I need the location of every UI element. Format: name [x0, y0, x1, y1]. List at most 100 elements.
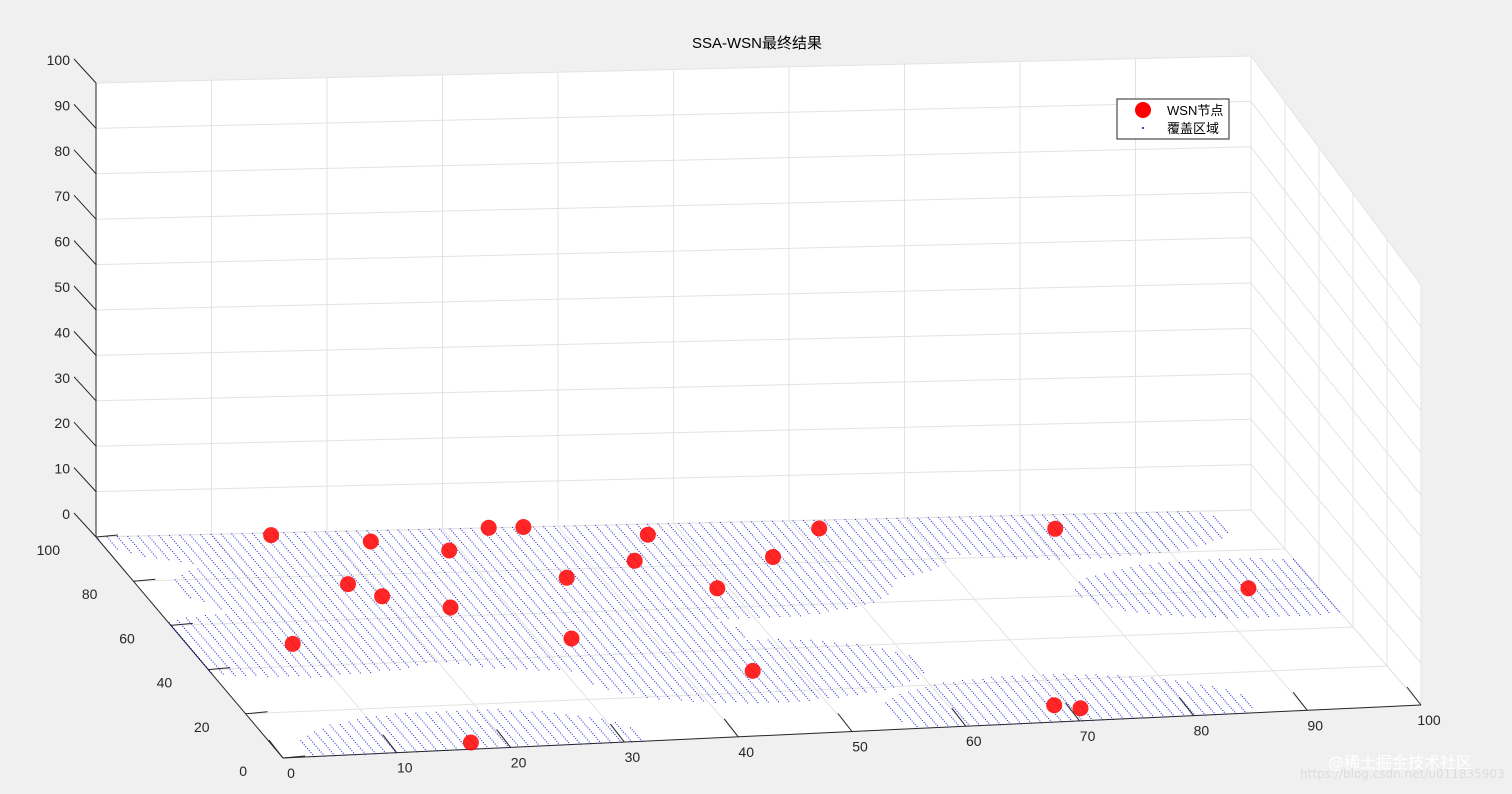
grid-line-side-z	[1250, 282, 1422, 496]
z-tick-label: 10	[54, 461, 70, 477]
y-tick-label: 0	[239, 763, 247, 779]
grid-line-side-z	[1250, 509, 1422, 706]
grid-line-floor-x	[326, 531, 511, 748]
x-tick-mark	[268, 739, 284, 759]
grid-line-floor-y	[133, 548, 1286, 582]
watermark-url: https://blog.csdn.net/u011835903	[1300, 767, 1505, 781]
grid-line-side-z	[1250, 328, 1422, 538]
wsn-node	[1240, 580, 1257, 597]
x-tick-label: 60	[966, 733, 982, 749]
grid-line-side-z	[1250, 373, 1422, 580]
z-tick-mark	[73, 58, 97, 84]
wsn-node	[1046, 697, 1063, 714]
z-tick-label: 30	[54, 370, 70, 386]
x-tick-mark	[1065, 702, 1080, 722]
y-tick-label: 100	[37, 542, 61, 558]
x-tick-label: 100	[1417, 712, 1441, 728]
z-tick-mark	[73, 104, 97, 129]
x-tick-label: 50	[852, 739, 868, 755]
legend-coverage-marker	[1142, 127, 1144, 129]
wsn-node	[263, 527, 280, 544]
wsn-node	[284, 635, 301, 652]
grid-line-back-z	[95, 146, 1252, 175]
x-tick-mark	[1406, 686, 1422, 706]
legend-entry-coverage: 覆盖区域	[1167, 121, 1219, 136]
wsn-node	[626, 552, 643, 569]
z-tick-label: 60	[54, 234, 70, 250]
z-tick-label: 100	[47, 52, 71, 68]
z-tick-mark	[73, 331, 97, 356]
grid-line-back-z	[95, 373, 1252, 402]
chart-title: SSA-WSN最终结果	[692, 35, 822, 52]
grid-line-back-z	[95, 418, 1252, 447]
x-tick-mark	[1179, 697, 1194, 716]
z-tick-mark	[73, 376, 97, 402]
y-tick-mark	[208, 667, 231, 671]
wsn-node	[480, 519, 497, 536]
wsn-node	[442, 599, 459, 616]
y-tick-label: 60	[119, 630, 135, 646]
z-tick-label: 40	[54, 324, 70, 340]
axes-box	[96, 56, 1421, 758]
z-tick-mark	[73, 149, 97, 175]
axes-floor	[96, 510, 1421, 758]
watermark: @稀土掘金技术社区	[1328, 753, 1472, 772]
y-tick-label: 40	[157, 675, 173, 691]
grid-line-floor-y	[208, 626, 1354, 671]
wsn-node	[558, 569, 575, 586]
x-tick-label: 20	[511, 754, 527, 770]
wsn-node	[563, 630, 580, 647]
grid-line-side-z	[1250, 237, 1422, 454]
y-tick-mark	[245, 711, 268, 715]
grid-line-back-z	[95, 464, 1252, 493]
grid-line-floor-x	[211, 533, 398, 754]
grid-line-floor-x	[442, 528, 625, 743]
wsn-node	[362, 533, 379, 550]
y-tick-label: 80	[82, 586, 98, 602]
grid-line-back-z	[95, 237, 1252, 266]
wsn-node	[709, 580, 726, 597]
z-tick-mark	[73, 240, 97, 265]
grid-line-floor-y	[170, 587, 1320, 626]
wsn-node	[744, 662, 761, 679]
grid-line-floor-x	[673, 523, 853, 732]
z-tick-label: 80	[54, 143, 70, 159]
legend[interactable]: WSN节点 覆盖区域	[1116, 98, 1230, 140]
z-tick-label: 0	[62, 506, 70, 522]
x-tick-mark	[723, 718, 739, 738]
tick-labels: 0 10 20 30 40 50 60 70 80 90 100 0 20 40 60 80 100 0 10 20 3…	[37, 52, 1441, 781]
grid-line-floor-y	[245, 665, 1388, 715]
coverage-points	[97, 511, 1340, 758]
grid-line-back-z	[95, 100, 1252, 129]
y-tick-mark	[133, 578, 156, 582]
grid-line-back-z	[95, 327, 1252, 356]
grid-line-floor-x	[1019, 515, 1194, 716]
grid-line-side-z	[1250, 418, 1422, 622]
grid-line-floor-x	[788, 520, 967, 727]
z-tick-label: 50	[54, 279, 70, 295]
grid-line-floor-x	[904, 517, 1080, 722]
z-tick-label: 90	[54, 97, 70, 113]
wsn-node	[515, 519, 532, 535]
grid-line-back-z	[95, 509, 1252, 538]
y-tick-mark	[95, 534, 119, 538]
x-tick-label: 0	[287, 765, 295, 781]
wsn-node	[1072, 700, 1089, 717]
wsn-node	[462, 734, 479, 751]
z-tick-mark	[73, 194, 97, 220]
wsn-node	[1047, 520, 1064, 537]
x-tick-label: 80	[1194, 723, 1210, 739]
grid-line-side-z	[1250, 464, 1422, 664]
z-tick-mark	[73, 512, 97, 538]
wsn-node	[340, 576, 356, 593]
grid-line-side-z	[1250, 191, 1422, 412]
wsn-node	[441, 542, 458, 559]
y-axis-line	[95, 536, 284, 759]
z-tick-mark	[73, 285, 97, 311]
wsn-node	[811, 520, 828, 537]
z-tick-mark	[73, 467, 97, 492]
z-tick-mark	[73, 421, 97, 447]
grid-line-back-z	[95, 282, 1252, 311]
x-tick-label: 10	[397, 760, 413, 776]
grid-line-back-z	[95, 191, 1252, 220]
